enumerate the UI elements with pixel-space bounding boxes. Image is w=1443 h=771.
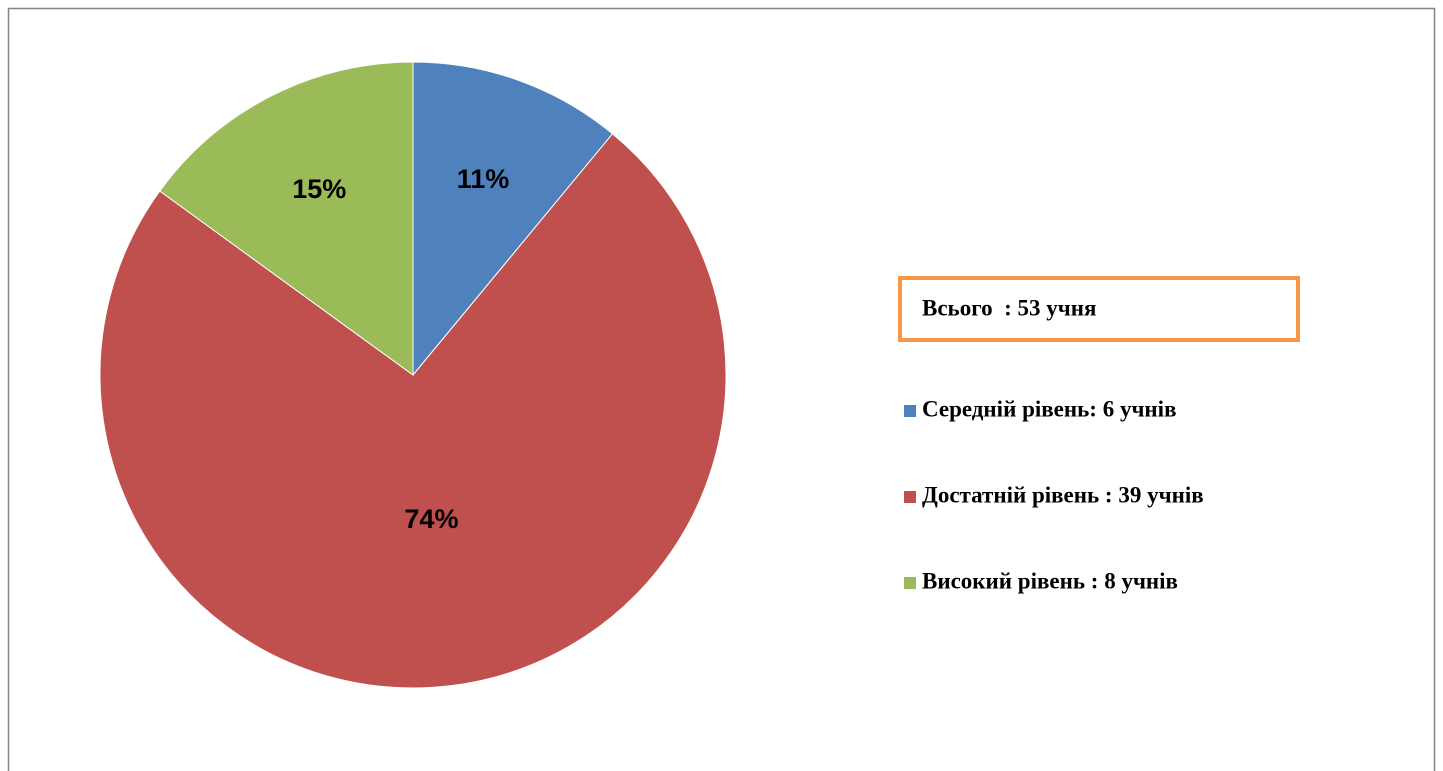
pie-slice — [99, 133, 727, 689]
annotation-box — [898, 276, 1300, 342]
chart-frame — [7, 7, 1436, 771]
legend-swatch — [904, 405, 916, 417]
legend-swatch — [904, 577, 916, 589]
legend-swatch — [904, 491, 916, 503]
legend-label: Середній рівень: 6 учнів — [922, 396, 1177, 421]
legend-label: Високий рівень : 8 учнів — [922, 568, 1178, 593]
annotation: Всього : 53 учня — [922, 295, 1096, 320]
pie-slice — [412, 61, 614, 377]
data-label: 15% — [292, 174, 346, 204]
pie-slice — [159, 61, 414, 376]
legend-label: Достатній рівень : 39 учнів — [922, 482, 1204, 507]
data-label: 11% — [457, 164, 510, 194]
data-label: 74% — [404, 504, 458, 534]
